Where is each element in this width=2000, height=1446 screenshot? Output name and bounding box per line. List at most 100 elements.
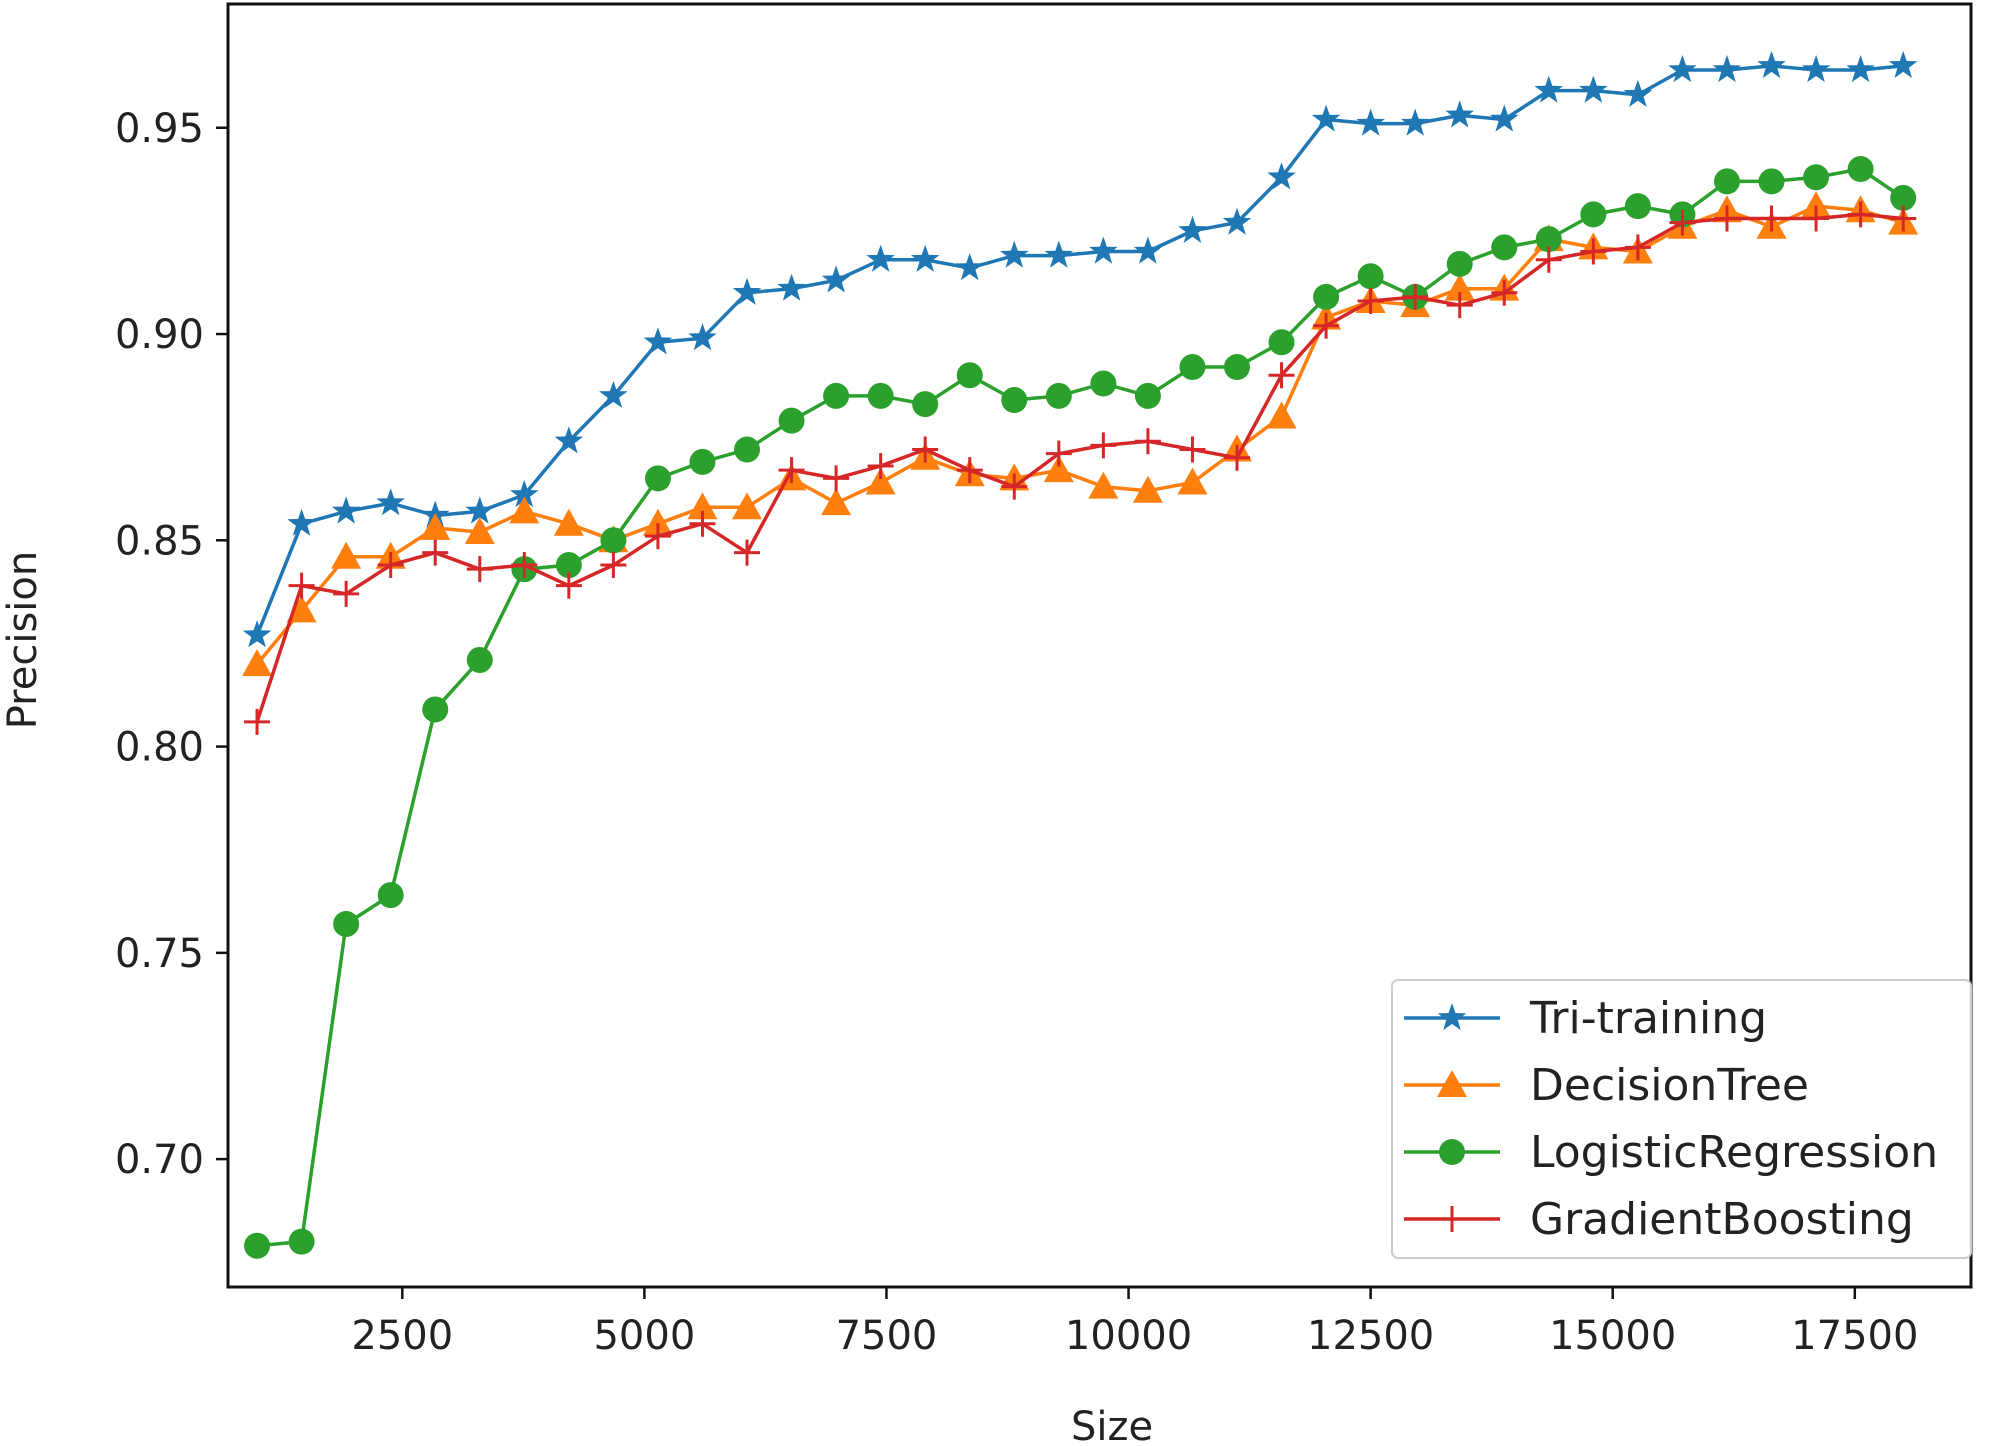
x-tick-label: 5000 xyxy=(593,1313,695,1359)
data-point-star xyxy=(1356,108,1385,136)
data-point-plus xyxy=(1313,312,1340,339)
data-point-circle xyxy=(1313,283,1340,310)
data-point-plus xyxy=(244,708,271,735)
data-point-plus xyxy=(1134,428,1161,455)
data-point-plus xyxy=(1224,444,1250,471)
legend-label: DecisionTree xyxy=(1530,1060,1809,1111)
data-point-star xyxy=(331,496,361,524)
data-point-circle xyxy=(1580,201,1607,228)
data-point-star xyxy=(376,488,405,516)
data-point-star xyxy=(866,244,895,272)
data-point-plus xyxy=(1001,473,1028,500)
series-line-star xyxy=(255,64,1904,636)
x-tick-label: 15000 xyxy=(1549,1313,1676,1359)
data-point-triangle xyxy=(1266,401,1297,429)
data-point-circle xyxy=(644,465,671,492)
data-point-triangle xyxy=(331,541,362,569)
data-point-plus xyxy=(1669,209,1696,236)
data-point-circle xyxy=(1090,370,1117,397)
data-point-circle xyxy=(734,436,761,463)
data-point-plus xyxy=(689,510,716,537)
data-point-star xyxy=(1801,55,1831,83)
data-point-star xyxy=(510,479,539,508)
data-point-plus xyxy=(1179,436,1206,463)
data-point-star xyxy=(465,496,494,524)
plot-series-layer xyxy=(242,50,1919,1259)
x-tick-label: 17500 xyxy=(1791,1313,1918,1359)
data-point-circle xyxy=(1045,382,1072,409)
series-line-triangle xyxy=(255,204,1904,666)
data-point-star xyxy=(599,380,628,408)
data-point-circle xyxy=(422,696,449,723)
data-point-plus xyxy=(1624,234,1651,261)
data-point-circle xyxy=(1179,354,1206,381)
data-point-star xyxy=(643,327,673,355)
x-tick-label: 12500 xyxy=(1307,1313,1434,1359)
data-point-plus xyxy=(823,465,850,492)
data-point-plus xyxy=(912,436,939,463)
data-point-circle xyxy=(867,382,894,409)
plot-area-frame xyxy=(226,2,1973,1289)
data-point-triangle xyxy=(1132,475,1163,503)
data-point-star xyxy=(1668,55,1697,83)
data-point-circle xyxy=(1713,168,1740,195)
data-point-circle xyxy=(555,552,582,579)
data-point-triangle xyxy=(687,492,718,520)
data-point-triangle xyxy=(1801,191,1832,219)
data-point-star xyxy=(287,508,316,536)
data-point-plus xyxy=(600,552,627,579)
data-point-star xyxy=(1579,75,1608,103)
legend-marker-star xyxy=(1437,1003,1467,1031)
legend-marker-triangle xyxy=(1437,1070,1467,1097)
data-point-circle xyxy=(377,882,404,909)
data-point-plus xyxy=(422,539,449,566)
data-point-triangle xyxy=(242,649,273,677)
data-point-triangle xyxy=(732,492,763,520)
data-point-star xyxy=(1490,104,1519,132)
data-point-circle xyxy=(1803,164,1830,191)
data-point-circle xyxy=(288,1228,315,1255)
x-tick-label: 2500 xyxy=(351,1313,453,1359)
x-axis-title: Size xyxy=(1071,1404,1153,1446)
data-point-circle xyxy=(1847,156,1874,183)
data-point-circle xyxy=(1535,226,1562,253)
data-point-plus xyxy=(956,457,983,484)
data-point-star xyxy=(1889,50,1918,78)
legend-marker-circle xyxy=(1439,1139,1465,1165)
data-point-star xyxy=(1178,215,1207,243)
x-tick-label: 7500 xyxy=(836,1313,938,1359)
data-point-circle xyxy=(1758,168,1785,195)
data-point-star xyxy=(554,426,584,454)
y-tick-label: 0.70 xyxy=(115,1137,204,1183)
data-point-circle xyxy=(689,448,716,475)
data-point-plus xyxy=(555,572,582,599)
data-point-triangle xyxy=(821,488,852,516)
data-point-star xyxy=(1400,108,1430,136)
data-point-star xyxy=(1534,75,1564,103)
data-point-plus xyxy=(1491,279,1518,306)
y-axis-title: Precision xyxy=(0,551,46,729)
legend-label: LogisticRegression xyxy=(1530,1127,1938,1178)
data-point-plus xyxy=(1803,205,1830,232)
data-point-plus xyxy=(466,556,493,583)
data-point-circle xyxy=(1224,354,1251,381)
data-point-plus xyxy=(288,572,315,599)
legend-marker-plus xyxy=(1439,1206,1465,1232)
data-point-star xyxy=(242,620,272,648)
legend-label: Tri-training xyxy=(1529,993,1767,1044)
y-tick-label: 0.85 xyxy=(115,518,204,564)
data-point-plus xyxy=(1268,362,1295,389)
data-point-star xyxy=(955,253,984,281)
data-point-plus xyxy=(1535,246,1562,273)
data-point-circle xyxy=(1357,263,1384,290)
data-point-star xyxy=(1712,55,1742,83)
legend-label: GradientBoosting xyxy=(1530,1194,1914,1245)
data-point-star xyxy=(1623,79,1653,107)
y-tick-label: 0.95 xyxy=(115,106,204,152)
data-point-star xyxy=(1267,162,1296,190)
data-point-star xyxy=(1445,100,1474,128)
data-point-circle xyxy=(1134,382,1161,409)
data-point-plus xyxy=(867,453,894,480)
data-point-star xyxy=(821,265,851,293)
